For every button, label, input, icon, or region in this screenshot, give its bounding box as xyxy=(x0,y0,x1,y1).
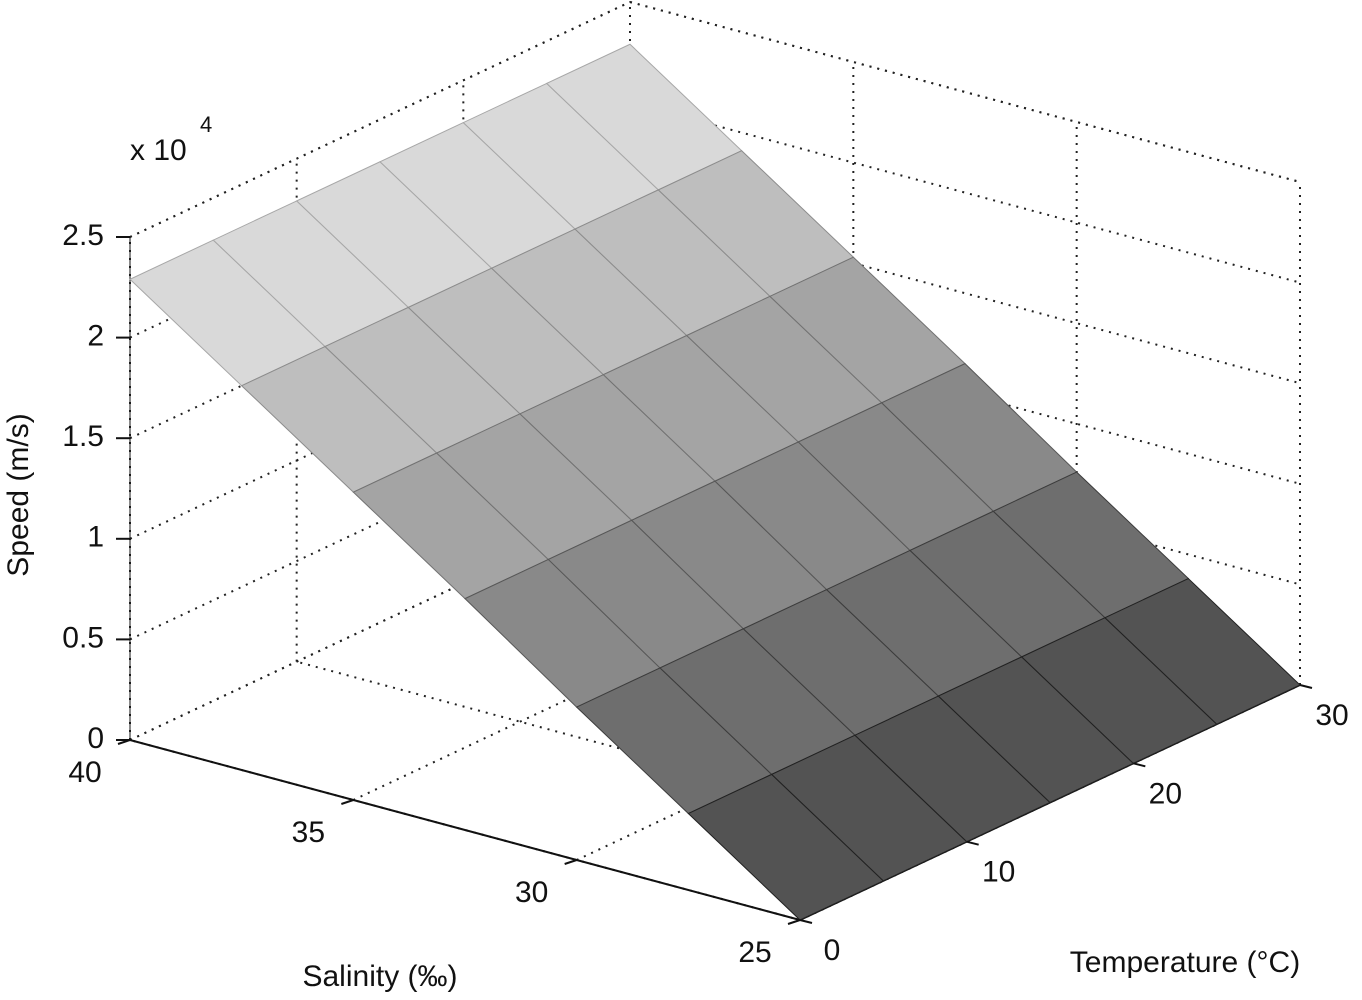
y-tick-label: 25 xyxy=(738,936,771,969)
x-axis-label: Temperature (°C) xyxy=(1070,946,1300,979)
z-tick-label: 2 xyxy=(87,320,104,353)
exponent: 4 xyxy=(200,112,212,137)
y-axis-line xyxy=(129,739,801,921)
x-tick xyxy=(1133,762,1146,768)
y-tick-label: 30 xyxy=(515,876,548,909)
x-tick xyxy=(799,919,813,924)
y-tick-label: 40 xyxy=(68,756,101,789)
y-tick xyxy=(341,799,354,805)
x-tick-label: 0 xyxy=(824,934,841,967)
surface-patch xyxy=(1104,577,1301,725)
y-tick xyxy=(117,739,131,745)
y-tick xyxy=(564,859,577,865)
x-tick-label: 10 xyxy=(982,856,1015,889)
z-tick-label: 1 xyxy=(87,521,104,554)
y-axis-label: Salinity (‰) xyxy=(302,960,457,993)
y-tick-label: 35 xyxy=(292,816,325,849)
x-tick xyxy=(1299,684,1313,689)
y-tick xyxy=(787,919,801,925)
exponent-label: x 10 xyxy=(130,134,187,167)
z-tick-label: 2.5 xyxy=(62,219,104,252)
z-axis-label: Speed (m/s) xyxy=(2,413,35,576)
z-tick-label: 0.5 xyxy=(62,621,104,654)
z-tick-label: 0 xyxy=(87,722,104,755)
z-tick-label: 1.5 xyxy=(62,420,104,453)
x-tick-label: 30 xyxy=(1315,699,1348,732)
x-tick xyxy=(966,840,979,846)
x-tick-label: 20 xyxy=(1149,777,1182,810)
